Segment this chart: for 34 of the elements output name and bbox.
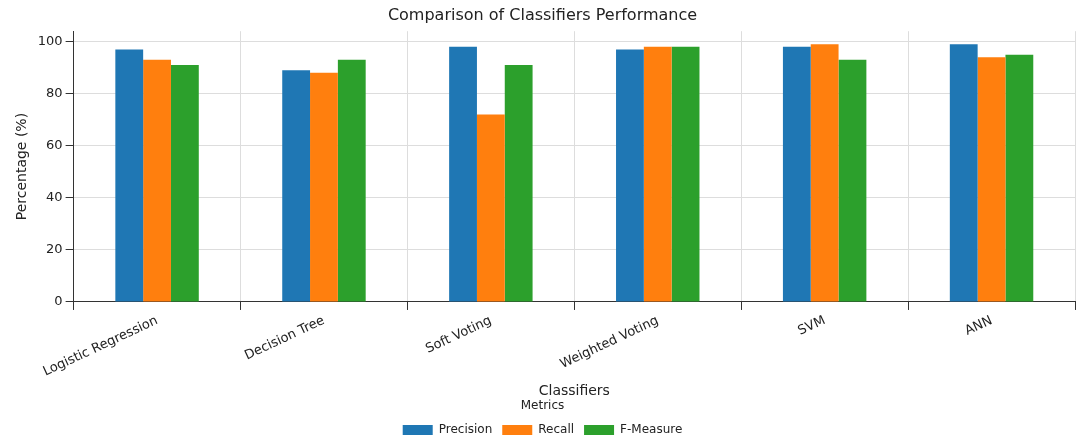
legend-label: Precision: [438, 422, 493, 437]
x-tick-label: ANN: [962, 312, 995, 338]
x-tick-label: SVM: [795, 312, 828, 338]
bar: [143, 59, 171, 302]
bar: [476, 114, 505, 302]
bar: [282, 70, 311, 302]
chart-title: Comparison of Classifiers Performance: [387, 4, 698, 24]
bar: [115, 49, 144, 302]
bar: [1005, 54, 1034, 302]
y-tick-label: 20: [46, 241, 63, 257]
legend-title: Metrics: [520, 397, 565, 412]
y-axis-title: Percentage (%): [13, 112, 30, 221]
bar: [449, 46, 477, 302]
bar: [310, 72, 338, 302]
bar: [782, 46, 811, 302]
legend-label: Recall: [538, 422, 575, 437]
bar: [810, 44, 839, 302]
bar: [949, 44, 978, 302]
bar: [838, 59, 867, 302]
x-axis-title: Classifiers: [538, 381, 610, 398]
y-tick-label: 80: [46, 85, 63, 101]
bar: [616, 49, 644, 302]
x-tick-label: Soft Voting: [423, 312, 494, 356]
y-tick-label: 40: [46, 189, 63, 205]
bar: [671, 46, 700, 302]
bar: [643, 46, 672, 302]
legend-label: F-Measure: [620, 422, 683, 437]
y-tick-label: 0: [54, 293, 63, 309]
bar: [337, 59, 366, 302]
bar: [977, 57, 1006, 302]
y-tick-label: 60: [46, 137, 63, 153]
bar: [170, 65, 199, 302]
bar: [504, 65, 533, 302]
y-tick-label: 100: [37, 32, 63, 48]
